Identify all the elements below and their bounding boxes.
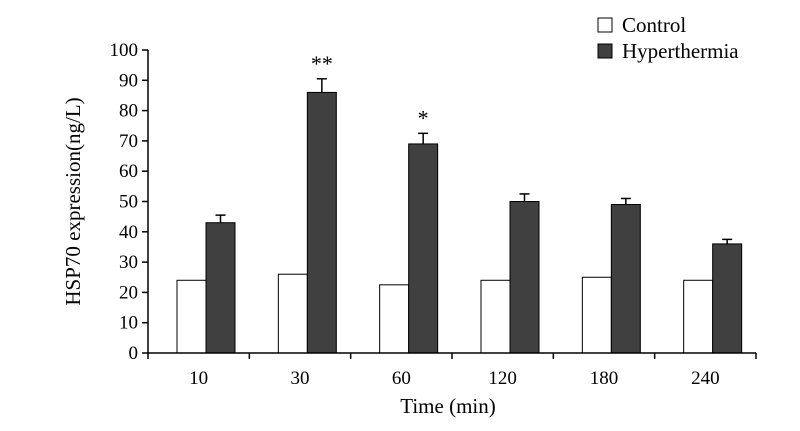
y-tick-label: 0 [129,343,139,364]
bar-hyperthermia-30 [306,91,337,354]
y-tick-label: 90 [119,70,138,91]
bar-control-180 [581,276,612,354]
y-tick-label: 40 [119,222,138,243]
y-tick-label: 70 [119,131,138,152]
x-tick-label: 60 [392,368,411,389]
bar-hyperthermia-240 [712,243,743,354]
bar-control-10 [176,279,207,354]
legend-swatch-hyperthermia [597,43,613,59]
significance-marker: ** [311,51,333,76]
legend-label-hyperthermia: Hyperthermia [622,39,739,63]
x-tick-label: 180 [590,368,619,389]
y-tick-label: 10 [119,313,138,334]
significance-marker: * [418,105,429,130]
bar-control-60 [379,284,410,354]
x-tick-label: 10 [189,368,208,389]
x-tick-label: 240 [691,368,720,389]
bar-hyperthermia-60 [408,143,439,354]
bar-control-30 [277,273,308,354]
bar-hyperthermia-120 [509,201,540,354]
legend-label-control: Control [622,13,686,37]
y-tick-label: 30 [119,252,138,273]
error-bars [215,78,733,244]
y-tick-label: 60 [119,161,138,182]
significance-annotations: *** [311,51,429,131]
bar-hyperthermia-10 [205,222,236,354]
x-axis-ticks: 10 30 60 120 180 240 [147,353,757,389]
y-tick-label: 80 [119,101,138,122]
y-tick-label: 100 [110,40,139,61]
x-tick-label: 30 [291,368,310,389]
y-tick-label: 50 [119,192,138,213]
bar-series [176,91,743,354]
y-tick-label: 20 [119,282,138,303]
x-tick-label: 120 [488,368,517,389]
bar-hyperthermia-180 [610,204,641,354]
x-axis-title: Time (min) [400,394,495,418]
bar-control-240 [683,279,714,354]
y-axis-title: HSP70 expression(ng/L) [61,97,85,305]
legend-swatch-control [597,17,613,33]
y-axis-ticks: 0 10 20 30 40 50 60 70 80 90 100 [110,40,148,364]
bar-control-120 [480,279,511,354]
